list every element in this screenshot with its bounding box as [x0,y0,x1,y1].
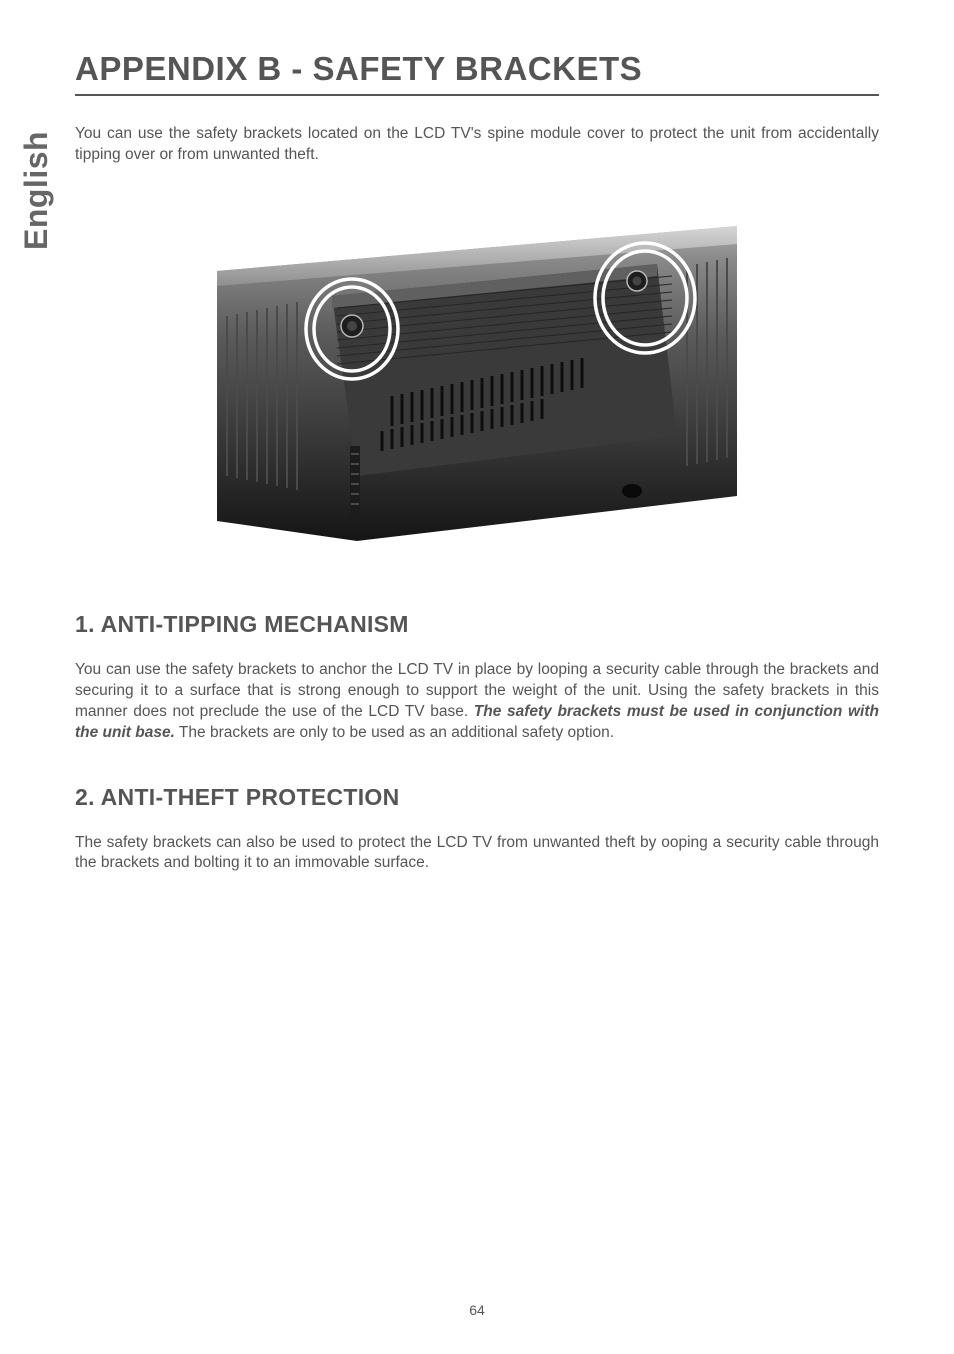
title-block: APPENDIX B - SAFETY BRACKETS [75,50,879,96]
page-title: APPENDIX B - SAFETY BRACKETS [75,50,879,88]
section-2-heading: 2. ANTI-THEFT PROTECTION [75,784,879,811]
figure-container [75,226,879,541]
tv-bracket-illustration [217,226,737,541]
intro-paragraph: You can use the safety brackets located … [75,124,879,166]
section-2-body: The safety brackets can also be used to … [75,833,879,875]
page: English APPENDIX B - SAFETY BRACKETS You… [0,0,954,1354]
section-1-body: You can use the safety brackets to ancho… [75,660,879,744]
section-1-heading: 1. ANTI-TIPPING MECHANISM [75,611,879,638]
language-tab: English [18,131,55,250]
page-number: 64 [0,1302,954,1318]
section-1-body-b: The brackets are only to be used as an a… [175,724,614,741]
